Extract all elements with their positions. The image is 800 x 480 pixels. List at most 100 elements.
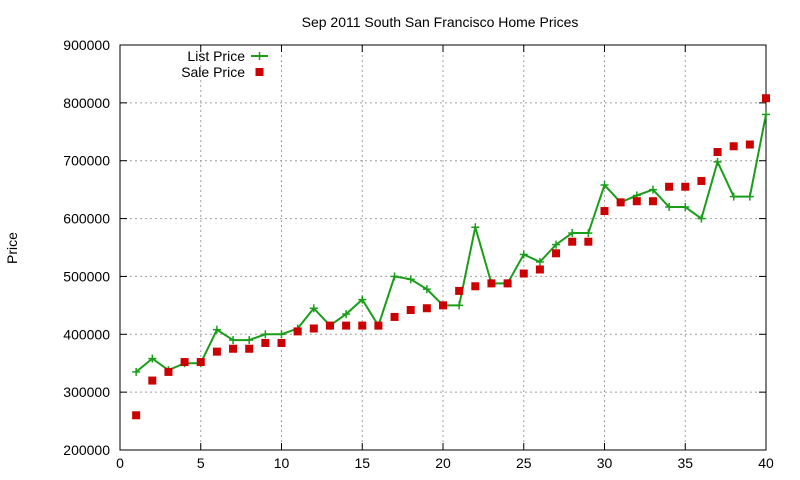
sale-price-point-30 <box>600 207 609 216</box>
list-price-point-22 <box>471 223 480 232</box>
y-tick-label-800000: 800000 <box>63 95 110 111</box>
sale-price-point-28 <box>568 237 577 246</box>
chart-title: Sep 2011 South San Francisco Home Prices <box>302 14 579 30</box>
sale-price-point-32 <box>632 197 641 206</box>
list-price-point-6 <box>212 325 221 334</box>
y-tick-label-700000: 700000 <box>63 153 110 169</box>
list-price-point-9 <box>261 330 270 339</box>
y-tick-label-300000: 300000 <box>63 384 110 400</box>
sale-price-point-1 <box>132 411 141 420</box>
sale-price-point-36 <box>697 176 706 185</box>
list-price-point-17 <box>390 272 399 281</box>
sale-price-point-9 <box>261 338 270 347</box>
sale-price-point-20 <box>439 301 447 310</box>
x-tick-label-40: 40 <box>758 455 774 471</box>
sale-price-point-38 <box>729 142 738 151</box>
list-price-point-15 <box>358 295 367 304</box>
x-tick-label-0: 0 <box>116 455 124 471</box>
sale-price-point-35 <box>681 182 690 191</box>
sale-price-point-17 <box>390 312 399 321</box>
list-price-point-25 <box>519 250 528 259</box>
list-price-point-28 <box>568 229 577 238</box>
x-tick-label-35: 35 <box>677 455 693 471</box>
list-price-point-10 <box>277 330 286 339</box>
y-tick-label-600000: 600000 <box>63 211 110 227</box>
list-price-point-38 <box>729 192 738 201</box>
sale-price-point-2 <box>148 376 157 385</box>
list-price-point-37 <box>713 157 722 166</box>
y-tick-label-400000: 400000 <box>63 326 110 342</box>
x-tick-label-30: 30 <box>597 455 613 471</box>
sale-price-point-22 <box>471 282 480 291</box>
list-price-point-29 <box>584 229 593 238</box>
list-price-point-19 <box>422 285 431 294</box>
data-series <box>132 94 770 420</box>
sale-price-point-8 <box>245 344 254 353</box>
x-tick-label-20: 20 <box>435 455 451 471</box>
sale-price-point-5 <box>196 358 205 367</box>
legend-label-0: List Price <box>187 48 245 64</box>
sale-price-point-13 <box>325 321 334 330</box>
sale-price-point-18 <box>406 305 415 314</box>
list-price-point-35 <box>681 203 690 211</box>
sale-price-point-25 <box>519 269 528 278</box>
sale-price-point-12 <box>309 324 318 333</box>
legend-label-1: Sale Price <box>181 64 245 80</box>
x-tick-label-5: 5 <box>197 455 205 471</box>
list-price-point-39 <box>745 192 754 201</box>
list-price-point-21 <box>455 301 464 310</box>
list-price-point-30 <box>600 181 609 190</box>
plot-border <box>119 44 767 451</box>
y-tick-label-200000: 200000 <box>63 442 110 458</box>
sale-price-point-24 <box>503 279 512 288</box>
sale-price-point-4 <box>180 358 189 367</box>
series-sale-price <box>132 94 770 420</box>
list-price-point-2 <box>148 354 157 363</box>
list-price-point-7 <box>229 336 238 345</box>
sale-price-point-26 <box>535 265 544 274</box>
sale-price-point-19 <box>422 304 431 313</box>
sale-price-point-31 <box>616 198 625 207</box>
series-list-price <box>132 110 770 376</box>
legend-square-marker-1 <box>255 68 264 76</box>
sale-price-point-39 <box>745 140 754 149</box>
list-price-point-26 <box>535 257 544 266</box>
sale-price-point-16 <box>374 321 383 330</box>
sale-price-point-29 <box>584 237 593 246</box>
tick-labels: 0 5 10 15 20 25 30 35 40 200000 300000 400000 500000… <box>63 37 774 471</box>
x-tick-label-25: 25 <box>516 455 532 471</box>
sale-price-point-21 <box>455 286 464 295</box>
sale-price-point-33 <box>648 197 657 206</box>
sale-price-point-27 <box>552 249 561 258</box>
list-price-point-12 <box>309 304 318 313</box>
sale-price-point-3 <box>164 367 173 376</box>
grid-lines <box>120 45 766 450</box>
list-price-point-8 <box>245 336 254 345</box>
list-price-point-14 <box>342 310 351 319</box>
sale-price-point-34 <box>665 182 674 191</box>
x-tick-label-10: 10 <box>274 455 290 471</box>
y-axis-label: Price <box>4 232 20 264</box>
list-price-point-1 <box>132 367 141 376</box>
list-price-point-34 <box>665 203 674 211</box>
plot-frame <box>119 44 767 451</box>
sale-price-point-23 <box>487 279 496 288</box>
sale-price-point-11 <box>293 327 302 336</box>
sale-price-point-14 <box>342 321 351 330</box>
list-price-line <box>135 114 767 373</box>
sale-price-point-7 <box>229 344 238 353</box>
list-price-point-33 <box>648 185 657 194</box>
list-price-point-18 <box>406 275 415 284</box>
sale-price-point-15 <box>358 321 367 330</box>
legend-plus-marker-0 <box>255 52 264 60</box>
x-tick-label-15: 15 <box>354 455 370 471</box>
sale-price-point-37 <box>713 148 722 157</box>
y-tick-label-500000: 500000 <box>63 268 110 284</box>
sale-price-point-10 <box>277 338 286 347</box>
sale-price-point-6 <box>212 347 221 356</box>
list-price-point-36 <box>697 214 706 223</box>
list-price-point-40 <box>762 110 770 119</box>
